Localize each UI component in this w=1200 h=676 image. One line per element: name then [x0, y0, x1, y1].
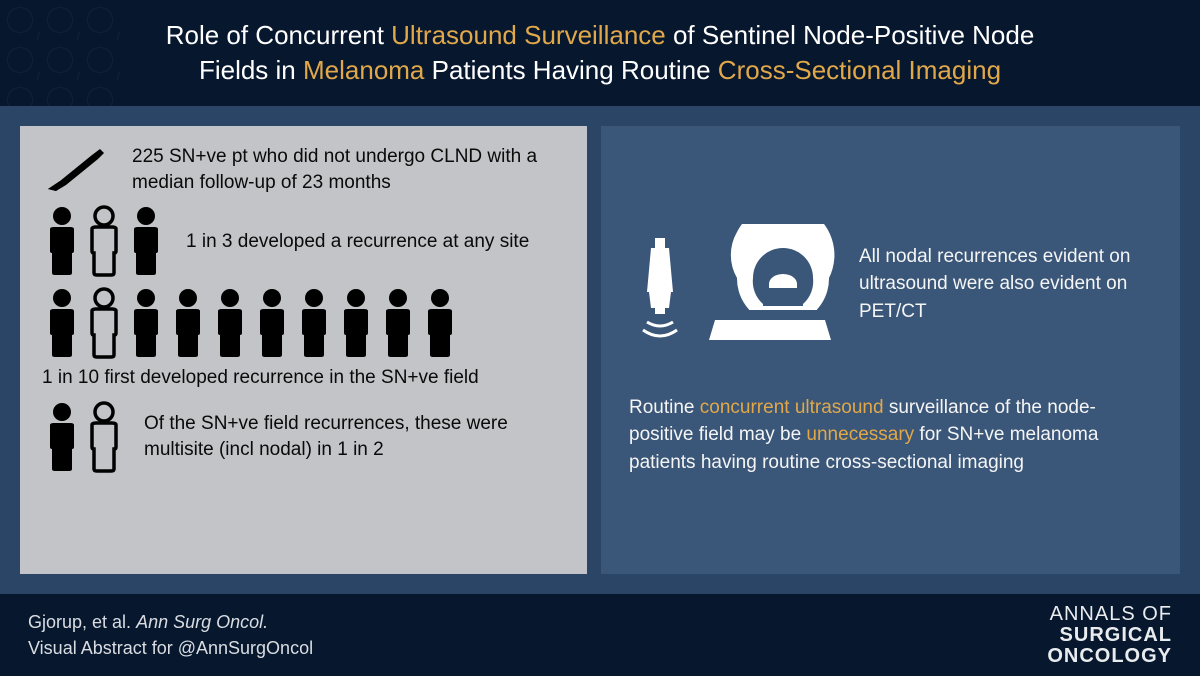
ultrasound-probe-icon	[629, 234, 691, 344]
people-icons-10	[42, 287, 460, 359]
footer: Gjorup, et al. Ann Surg Oncol. Visual Ab…	[0, 594, 1200, 676]
text-part: Routine	[629, 397, 700, 418]
people-icons-2	[42, 401, 124, 473]
people-icons-3	[42, 205, 166, 277]
person-icon	[126, 205, 166, 277]
person-icon	[168, 287, 208, 359]
person-icon	[126, 287, 166, 359]
stat-row-3: 1 in 10 first developed recurrence in th…	[42, 287, 565, 391]
stat-row-1: 225 SN+ve pt who did not undergo CLND wi…	[42, 144, 565, 195]
person-icon	[210, 287, 250, 359]
citation-sub: Visual Abstract for @AnnSurgOncol	[28, 638, 313, 658]
person-icon	[420, 287, 460, 359]
right-panel: All nodal recurrences evident on ultraso…	[601, 126, 1180, 574]
text-highlight: concurrent ultrasound	[700, 397, 884, 418]
scalpel-icon	[42, 145, 112, 195]
person-icon	[42, 401, 82, 473]
main-content: 225 SN+ve pt who did not undergo CLND wi…	[0, 106, 1200, 594]
right-top-row: All nodal recurrences evident on ultraso…	[629, 224, 1152, 344]
title-highlight: Melanoma	[303, 55, 424, 85]
person-icon	[42, 287, 82, 359]
stat-text: 1 in 10 first developed recurrence in th…	[42, 365, 479, 391]
stat-text: 225 SN+ve pt who did not undergo CLND wi…	[132, 144, 565, 195]
title-highlight: Cross-Sectional Imaging	[718, 55, 1001, 85]
title-part: Patients Having Routine	[424, 55, 717, 85]
page-title: Role of Concurrent Ultrasound Surveillan…	[40, 18, 1160, 88]
imaging-icons	[629, 224, 835, 344]
text-highlight: unnecessary	[806, 424, 914, 445]
right-top-text: All nodal recurrences evident on ultraso…	[859, 243, 1152, 326]
journal-line: ONCOLOGY	[1047, 645, 1172, 667]
header: Role of Concurrent Ultrasound Surveillan…	[0, 0, 1200, 106]
citation-author: Gjorup, et al.	[28, 612, 136, 632]
title-part: Fields in	[199, 55, 303, 85]
title-part: Role of Concurrent	[166, 20, 391, 50]
citation: Gjorup, et al. Ann Surg Oncol. Visual Ab…	[28, 609, 313, 661]
person-icon	[84, 401, 124, 473]
person-icon	[294, 287, 334, 359]
left-panel: 225 SN+ve pt who did not undergo CLND wi…	[20, 126, 587, 574]
person-icon	[252, 287, 292, 359]
citation-journal: Ann Surg Oncol.	[136, 612, 268, 632]
person-icon	[84, 205, 124, 277]
stat-text: Of the SN+ve field recurrences, these we…	[144, 411, 565, 462]
title-highlight: Ultrasound Surveillance	[391, 20, 666, 50]
ct-scanner-icon	[705, 224, 835, 344]
person-icon	[42, 205, 82, 277]
journal-logo: ANNALS OF SURGICAL ONCOLOGY	[1047, 604, 1172, 667]
stat-row-2: 1 in 3 developed a recurrence at any sit…	[42, 205, 565, 277]
title-part: of Sentinel Node-Positive Node	[666, 20, 1035, 50]
journal-line: SURGICAL	[1060, 624, 1172, 646]
person-icon	[336, 287, 376, 359]
person-icon	[84, 287, 124, 359]
person-icon	[378, 287, 418, 359]
journal-line: ANNALS OF	[1050, 603, 1172, 625]
stat-text: 1 in 3 developed a recurrence at any sit…	[186, 229, 565, 255]
stat-row-4: Of the SN+ve field recurrences, these we…	[42, 401, 565, 473]
right-bottom-text: Routine concurrent ultrasound surveillan…	[629, 394, 1152, 477]
